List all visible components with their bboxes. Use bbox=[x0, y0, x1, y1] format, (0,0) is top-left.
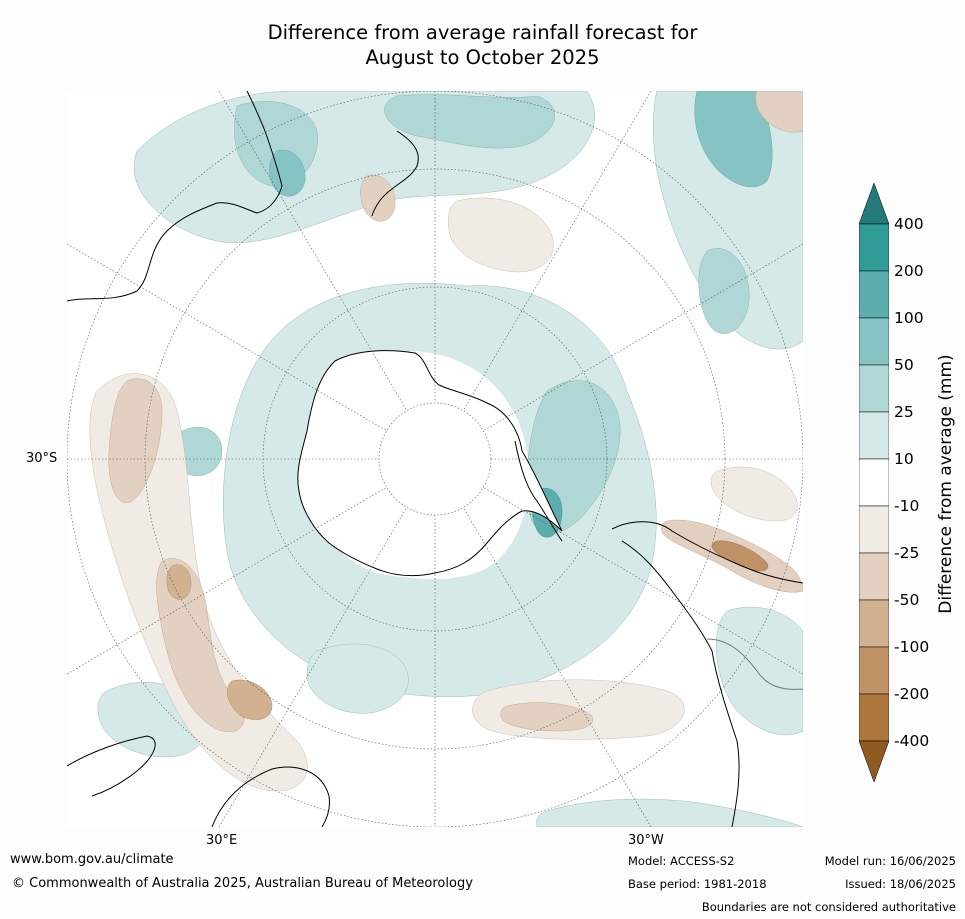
colorbar-tick-m25: -25 bbox=[894, 544, 920, 562]
south-america-coastline bbox=[611, 521, 803, 584]
australia-coastline bbox=[67, 91, 283, 302]
title-line-1: Difference from average rainfall forecas… bbox=[267, 21, 698, 44]
map-title: Difference from average rainfall forecas… bbox=[0, 20, 965, 70]
map-canvas bbox=[67, 91, 803, 827]
meridian-ssw bbox=[218, 506, 408, 827]
anomaly-region-southeast bbox=[536, 798, 803, 827]
anomaly-region-dry-northeast bbox=[755, 91, 803, 133]
anomaly-region-dry-south-core bbox=[156, 558, 245, 733]
meridian-sse bbox=[462, 506, 652, 827]
colorbar-tick-100: 100 bbox=[894, 309, 924, 327]
title-line-2: August to October 2025 bbox=[365, 46, 600, 69]
disclaimer-text: Boundaries are not considered authoritat… bbox=[701, 900, 956, 914]
anomaly-region-dry-south-deep bbox=[166, 564, 192, 600]
colorbar-bin-m200-m100 bbox=[859, 646, 889, 695]
model-text: Model: ACCESS-S2 bbox=[628, 854, 735, 868]
colorbar-tick-50: 50 bbox=[894, 356, 914, 374]
colorbar-bin-m25-m10 bbox=[859, 505, 889, 554]
antarctica-coastline bbox=[297, 350, 563, 577]
colorbar bbox=[859, 183, 889, 783]
colorbar-tick-m400: -400 bbox=[894, 732, 930, 750]
colorbar-bin-m100-m50 bbox=[859, 599, 889, 648]
anomaly-region-east-coast bbox=[715, 606, 803, 736]
colorbar-arrow-bottom bbox=[859, 740, 889, 783]
colorbar-tick-10: 10 bbox=[894, 450, 914, 468]
colorbar-tick-m10: -10 bbox=[894, 497, 920, 515]
colorbar-tick-25: 25 bbox=[894, 403, 914, 421]
lon-label-30e: 30°E bbox=[206, 833, 238, 848]
anomaly-region-dry-southeast-core bbox=[500, 702, 594, 732]
anomaly-region-south bbox=[306, 643, 409, 714]
meridian-nnw bbox=[218, 91, 408, 412]
meridian-ese bbox=[482, 486, 803, 675]
colorbar-tick-200: 200 bbox=[894, 262, 924, 280]
new-zealand-coastline bbox=[371, 130, 419, 217]
base-period-text: Base period: 1981-2018 bbox=[628, 877, 767, 891]
colorbar-bin-10-25 bbox=[859, 411, 889, 460]
south-america-coastline-east bbox=[621, 540, 740, 827]
graticule bbox=[67, 91, 803, 827]
colorbar-bin-100-200 bbox=[859, 270, 889, 319]
colorbar-bin-m50-m25 bbox=[859, 552, 889, 601]
anomaly-region-dry-south-deep-b bbox=[227, 679, 273, 720]
colorbar-arrow-top bbox=[859, 183, 889, 225]
colorbar-bin-25-50 bbox=[859, 364, 889, 413]
meridian-wsw bbox=[67, 486, 388, 675]
anomaly-region-dry-north bbox=[448, 197, 554, 273]
lon-label-30w: 30°W bbox=[628, 833, 664, 848]
anomaly-region-dry-east-edge bbox=[710, 466, 798, 522]
colorbar-bin-neutral bbox=[859, 458, 889, 507]
meridian-ene bbox=[482, 243, 803, 432]
colorbar-tick-m200: -200 bbox=[894, 685, 930, 703]
africa-coastline-south bbox=[211, 766, 330, 827]
copyright-text: © Commonwealth of Australia 2025, Austra… bbox=[12, 876, 473, 891]
colorbar-bin-200-400 bbox=[859, 223, 889, 272]
website-link[interactable]: www.bom.gov.au/climate bbox=[10, 852, 174, 867]
colorbar-tick-m50: -50 bbox=[894, 591, 920, 609]
anomaly-region-dry-west-core bbox=[108, 378, 163, 503]
anomaly-region-north-d bbox=[384, 94, 556, 149]
colorbar-bin-50-100 bbox=[859, 317, 889, 366]
anomaly-region-dry-nz bbox=[360, 174, 396, 222]
colorbar-tick-400: 400 bbox=[894, 215, 924, 233]
meridian-nne bbox=[462, 91, 652, 412]
polar-rainfall-map bbox=[67, 91, 803, 827]
lat-label-30s: 30°S bbox=[26, 451, 58, 466]
model-run-text: Model run: 16/06/2025 bbox=[824, 854, 956, 868]
meridian-wnw bbox=[67, 243, 388, 432]
antarctic-peninsula-coastline bbox=[514, 440, 563, 542]
colorbar-bin-m400-m200 bbox=[859, 693, 889, 742]
anomaly-region-northeast-c bbox=[698, 248, 750, 334]
issued-text: Issued: 18/06/2025 bbox=[845, 877, 956, 891]
anomaly-region-northeast-b bbox=[694, 91, 773, 188]
africa-coastline bbox=[67, 735, 156, 797]
south-america-boundary bbox=[706, 638, 803, 690]
colorbar-tick-m100: -100 bbox=[894, 638, 930, 656]
colorbar-title: Difference from average (mm) bbox=[936, 354, 956, 614]
anomaly-region-north-c bbox=[269, 149, 306, 197]
